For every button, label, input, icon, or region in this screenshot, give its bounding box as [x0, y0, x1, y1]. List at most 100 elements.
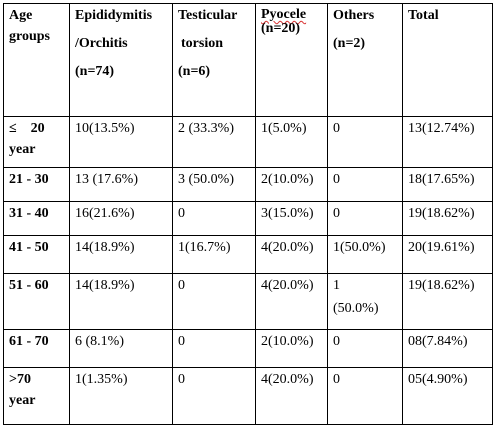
cell-others-value: 1	[333, 278, 340, 293]
cell-age-text-line2: year	[9, 141, 36, 157]
cell-torsion: 3 (50.0%)	[172, 167, 256, 203]
table-row: 31 - 40 16(21.6%) 0 3(15.0%) 0 19(18.62%…	[3, 201, 493, 237]
cell-epididymitis: 14(18.9%)	[69, 235, 173, 274]
cell-torsion: 0	[172, 201, 256, 237]
cell-pyocele: 4(20.0%)	[255, 367, 328, 425]
cell-torsion-value: 0	[178, 206, 185, 222]
cell-pyocele: 3(15.0%)	[255, 201, 328, 237]
cell-total-value: 13(12.74%)	[408, 120, 475, 136]
cell-age: >70 year	[3, 367, 70, 425]
cell-others: 0	[327, 329, 403, 369]
cell-torsion-value: 2 (33.3%)	[178, 120, 234, 136]
cell-pyocele-value: 4(20.0%)	[261, 372, 314, 388]
header-torsion-line2: torsion	[181, 36, 223, 51]
cell-torsion: 0	[172, 272, 256, 331]
table-row: 21 - 30 13 (17.6%) 3 (50.0%) 2(10.0%) 0 …	[3, 167, 493, 203]
cell-pyocele: 4(20.0%)	[255, 235, 328, 274]
cell-age: 61 - 70	[3, 329, 70, 369]
cell-pyocele-value: 4(20.0%)	[261, 240, 314, 256]
table-row: 61 - 70 6 (8.1%) 0 2(10.0%) 0 08(7.84%)	[3, 329, 493, 369]
cell-pyocele: 1(5.0%)	[255, 115, 328, 169]
header-pyocele: Pyocele (n=20)	[255, 3, 328, 117]
header-epididymitis: Epididymitis /Orchitis (n=74)	[69, 3, 173, 117]
cell-pyocele: 4(20.0%)	[255, 272, 328, 331]
cell-total-value: 08(7.84%)	[408, 334, 468, 350]
cell-others-value: 0	[333, 334, 340, 350]
cell-epididymitis: 1(1.35%)	[69, 367, 173, 425]
table-row: 41 - 50 14(18.9%) 1(16.7%) 4(20.0%) 1(50…	[3, 235, 493, 274]
cell-torsion-value: 3 (50.0%)	[178, 172, 234, 188]
cell-pyocele-value: 2(10.0%)	[261, 334, 314, 350]
cell-others-value: 0	[333, 206, 340, 222]
cell-age: ≤ 20 year	[3, 115, 70, 169]
cell-torsion: 2 (33.3%)	[172, 115, 256, 169]
table-header-row: Age groups Epididymitis /Orchitis (n=74)…	[3, 3, 493, 117]
cell-others-value: 0	[333, 172, 340, 188]
cell-total: 05(4.90%)	[402, 367, 493, 425]
cell-pyocele-value: 4(20.0%)	[261, 278, 314, 293]
header-epididymitis-line2: /Orchitis	[75, 36, 128, 51]
cell-total: 19(18.62%)	[402, 201, 493, 237]
cell-others: 0	[327, 167, 403, 203]
header-pyocele-label: Pyocele	[261, 7, 307, 22]
cell-age-text: ≤ 20	[9, 120, 45, 136]
cell-total: 13(12.74%)	[402, 115, 493, 169]
cell-others: 1 (50.0%)	[327, 272, 403, 331]
cell-torsion: 0	[172, 367, 256, 425]
cell-epididymitis-value: 16(21.6%)	[75, 206, 135, 222]
cell-others-value: 0	[333, 372, 340, 388]
header-torsion-line3: (n=6)	[178, 64, 211, 79]
cell-total-value: 20(19.61%)	[408, 240, 475, 256]
cell-total-value: 18(17.65%)	[408, 172, 475, 188]
cell-others-value: 0	[333, 120, 340, 136]
cell-pyocele-value: 3(15.0%)	[261, 206, 314, 222]
header-age-line1: Age	[9, 8, 33, 23]
cell-others: 0	[327, 115, 403, 169]
age-distribution-table: Age groups Epididymitis /Orchitis (n=74)…	[3, 3, 493, 425]
cell-torsion: 1(16.7%)	[172, 235, 256, 274]
cell-torsion-value: 0	[178, 278, 185, 293]
cell-epididymitis-value: 14(18.9%)	[75, 240, 135, 256]
cell-epididymitis: 14(18.9%)	[69, 272, 173, 331]
table-row: ≤ 20 year 10(13.5%) 2 (33.3%) 1(5.0%) 0 …	[3, 115, 493, 169]
header-total: Total	[402, 3, 493, 117]
cell-pyocele-value: 2(10.0%)	[261, 172, 314, 188]
header-total-line1: Total	[408, 8, 439, 23]
cell-others-value-line2: (50.0%)	[333, 301, 379, 316]
header-pyocele-line1: Pyocele	[261, 8, 322, 22]
cell-total-value: 19(18.62%)	[408, 206, 475, 222]
cell-age-text-line2: year	[9, 393, 36, 409]
cell-pyocele: 2(10.0%)	[255, 329, 328, 369]
cell-pyocele-value: 1(5.0%)	[261, 120, 307, 136]
cell-others-value: 1(50.0%)	[333, 240, 386, 256]
cell-epididymitis: 10(13.5%)	[69, 115, 173, 169]
cell-total-value: 05(4.90%)	[408, 372, 468, 388]
header-epididymitis-line3: (n=74)	[75, 64, 115, 79]
cell-torsion-value: 0	[178, 372, 185, 388]
cell-age-text: >70	[9, 372, 31, 388]
cell-epididymitis-value: 1(1.35%)	[75, 372, 128, 388]
header-testicular-torsion: Testicular torsion (n=6)	[172, 3, 256, 117]
cell-age-text: 61 - 70	[9, 334, 49, 350]
header-torsion-line1: Testicular	[178, 8, 238, 23]
header-others: Others (n=2)	[327, 3, 403, 117]
cell-age-text: 21 - 30	[9, 172, 49, 188]
cell-total: 18(17.65%)	[402, 167, 493, 203]
cell-age-text: 51 - 60	[9, 278, 49, 293]
header-epididymitis-line1: Epididymitis	[75, 8, 153, 23]
table-row: 51 - 60 14(18.9%) 0 4(20.0%) 1 (50.0%) 1…	[3, 272, 493, 331]
cell-epididymitis-value: 13 (17.6%)	[75, 172, 138, 188]
header-age-groups: Age groups	[3, 3, 70, 117]
cell-age: 41 - 50	[3, 235, 70, 274]
cell-total: 20(19.61%)	[402, 235, 493, 274]
cell-age-text: 31 - 40	[9, 206, 49, 222]
cell-torsion: 0	[172, 329, 256, 369]
cell-epididymitis-value: 6 (8.1%)	[75, 334, 124, 350]
header-others-line1: Others	[333, 8, 375, 23]
cell-epididymitis: 6 (8.1%)	[69, 329, 173, 369]
cell-age: 31 - 40	[3, 201, 70, 237]
header-pyocele-line2: (n=20)	[261, 21, 301, 36]
header-others-line2: (n=2)	[333, 36, 366, 51]
table-row: >70 year 1(1.35%) 0 4(20.0%) 0 05(4.90%)	[3, 367, 493, 425]
